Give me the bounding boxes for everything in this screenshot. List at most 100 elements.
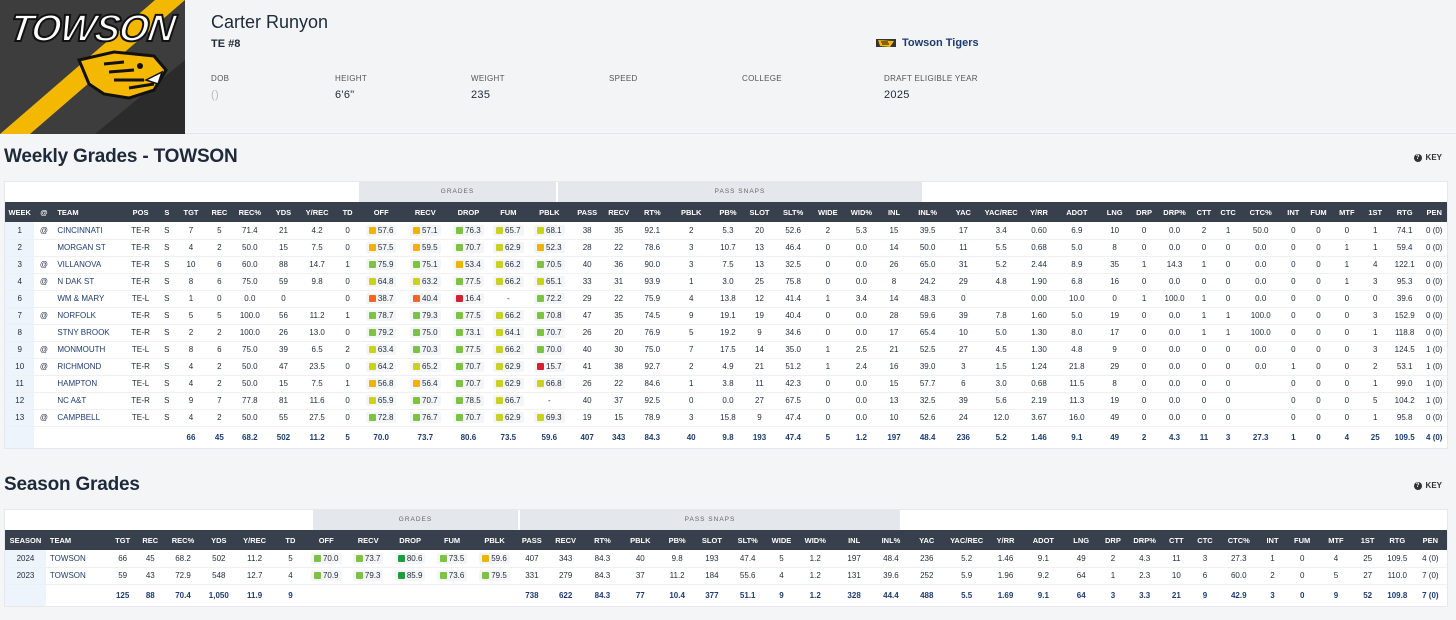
col-header-drp[interactable]: DRP (1131, 202, 1157, 222)
col-header-wide[interactable]: WIDE (812, 202, 844, 222)
col-header-inl[interactable]: INL (879, 202, 909, 222)
col-header-drop[interactable]: DROP (389, 530, 431, 550)
cell-team[interactable]: MONMOUTH (53, 341, 123, 359)
col-header-drp[interactable]: DRP (1098, 530, 1128, 550)
cell-team[interactable]: N DAK ST (53, 273, 123, 291)
col-header-int[interactable]: INT (1280, 202, 1306, 222)
col-header-ctt[interactable]: CTT (1162, 530, 1191, 550)
col-header-fum[interactable]: FUM (1305, 202, 1332, 222)
col-header-rt-pct[interactable]: RT% (583, 530, 622, 550)
cell-team[interactable]: VILLANOVA (53, 256, 123, 274)
col-header-pass[interactable]: PASS (570, 202, 604, 222)
col-header-int[interactable]: INT (1258, 530, 1287, 550)
col-header-recv[interactable]: RECV (548, 530, 584, 550)
col-header-week[interactable]: WEEK (5, 202, 35, 222)
col-header-wide[interactable]: WIDE (767, 530, 796, 550)
col-header-fum[interactable]: FUM (1286, 530, 1318, 550)
col-header-tgt[interactable]: TGT (175, 202, 207, 222)
col-header-pblk[interactable]: PBLK (671, 202, 712, 222)
team-link[interactable]: Towson Tigers (876, 37, 979, 49)
col-header-ctt[interactable]: CTT (1192, 202, 1216, 222)
col-header-slt-pct[interactable]: SLT% (728, 530, 768, 550)
col-header-ctc-pct[interactable]: CTC% (1219, 530, 1259, 550)
col-header-yds[interactable]: YDS (203, 530, 235, 550)
col-header-y-rr[interactable]: Y/RR (988, 530, 1023, 550)
col-header-pen[interactable]: PEN (1421, 202, 1447, 222)
col-header-inl[interactable]: INL (834, 530, 874, 550)
col-header-1st[interactable]: 1ST (1354, 530, 1381, 550)
cell-team[interactable]: CAMPBELL (53, 409, 123, 427)
col-header-adot[interactable]: ADOT (1022, 530, 1064, 550)
cell-team[interactable]: RICHMOND (53, 358, 123, 376)
col-header-team[interactable]: TEAM (45, 530, 108, 550)
cell-team[interactable]: STNY BROOK (53, 324, 123, 342)
col-header-rec-pct[interactable]: REC% (162, 530, 204, 550)
col-header-wid-pct[interactable]: WID% (795, 530, 835, 550)
col-header-lng[interactable]: LNG (1063, 530, 1099, 550)
col-header-yac-rec[interactable]: YAC/REC (980, 202, 1023, 222)
col-header-1st[interactable]: 1ST (1362, 202, 1388, 222)
col-header-drp-pct[interactable]: DRP% (1156, 202, 1193, 222)
col-header-td[interactable]: TD (334, 202, 361, 222)
col-header-slot[interactable]: SLOT (744, 202, 775, 222)
col-header-ctc-pct[interactable]: CTC% (1240, 202, 1281, 222)
col-header-ctc[interactable]: CTC (1215, 202, 1241, 222)
col-header-adot[interactable]: ADOT (1055, 202, 1098, 222)
col-header-s[interactable]: S (158, 202, 176, 222)
col-header-col[interactable]: @ (34, 202, 54, 222)
col-header-off[interactable]: OFF (305, 530, 347, 550)
col-header-rec-pct[interactable]: REC% (231, 202, 268, 222)
col-header-pb-pct[interactable]: PB% (711, 202, 745, 222)
col-header-tgt[interactable]: TGT (107, 530, 138, 550)
col-header-recv[interactable]: RECV (346, 530, 390, 550)
cell-team[interactable]: WM & MARY (53, 290, 123, 308)
col-header-fum[interactable]: FUM (488, 202, 529, 222)
col-header-drop[interactable]: DROP (448, 202, 489, 222)
col-header-fum[interactable]: FUM (430, 530, 474, 550)
col-header-pass[interactable]: PASS (515, 530, 549, 550)
cell-team[interactable]: TOWSON (45, 567, 108, 585)
col-header-slot[interactable]: SLOT (695, 530, 729, 550)
col-header-yac[interactable]: YAC (908, 530, 946, 550)
col-header-y-rec[interactable]: Y/REC (234, 530, 276, 550)
cell-team[interactable]: NC A&T (53, 392, 123, 410)
col-header-recv[interactable]: RECV (402, 202, 449, 222)
season-key-button[interactable]: ? KEY (1413, 481, 1442, 490)
col-header-pb-pct[interactable]: PB% (658, 530, 696, 550)
col-header-rtg[interactable]: RTG (1387, 202, 1422, 222)
col-header-yds[interactable]: YDS (267, 202, 300, 222)
col-header-inl-pct[interactable]: INL% (908, 202, 947, 222)
col-header-ctc[interactable]: CTC (1190, 530, 1220, 550)
col-header-pblk[interactable]: PBLK (473, 530, 516, 550)
col-header-pblk[interactable]: PBLK (621, 530, 659, 550)
col-header-rec[interactable]: REC (138, 530, 163, 550)
col-header-rtg[interactable]: RTG (1380, 530, 1414, 550)
col-header-wid-pct[interactable]: WID% (843, 202, 880, 222)
col-header-rec[interactable]: REC (206, 202, 232, 222)
col-header-y-rr[interactable]: Y/RR (1022, 202, 1056, 222)
cell-team[interactable]: NORFOLK (53, 307, 123, 325)
col-header-lng[interactable]: LNG (1097, 202, 1132, 222)
col-header-pos[interactable]: POS (122, 202, 159, 222)
weekly-key-button[interactable]: ? KEY (1413, 153, 1442, 162)
col-header-rt-pct[interactable]: RT% (633, 202, 672, 222)
cell-team[interactable]: MORGAN ST (53, 239, 123, 257)
col-header-y-rec[interactable]: Y/REC (299, 202, 335, 222)
cell-team[interactable]: HAMPTON (53, 375, 123, 393)
col-header-recv[interactable]: RECV (603, 202, 634, 222)
col-header-yac-rec[interactable]: YAC/REC (945, 530, 989, 550)
col-header-td[interactable]: TD (275, 530, 306, 550)
col-header-season[interactable]: SEASON (5, 530, 46, 550)
col-header-pen[interactable]: PEN (1413, 530, 1447, 550)
col-header-mtf[interactable]: MTF (1317, 530, 1355, 550)
col-header-slt-pct[interactable]: SLT% (774, 202, 813, 222)
col-header-drp-pct[interactable]: DRP% (1127, 530, 1163, 550)
col-header-pblk[interactable]: PBLK (528, 202, 571, 222)
col-header-off[interactable]: OFF (360, 202, 403, 222)
cell-team[interactable]: CINCINNATI (53, 222, 123, 240)
col-header-team[interactable]: TEAM (53, 202, 123, 222)
col-header-inl-pct[interactable]: INL% (873, 530, 909, 550)
cell-team[interactable]: TOWSON (45, 550, 108, 568)
col-header-mtf[interactable]: MTF (1331, 202, 1363, 222)
col-header-yac[interactable]: YAC (946, 202, 981, 222)
